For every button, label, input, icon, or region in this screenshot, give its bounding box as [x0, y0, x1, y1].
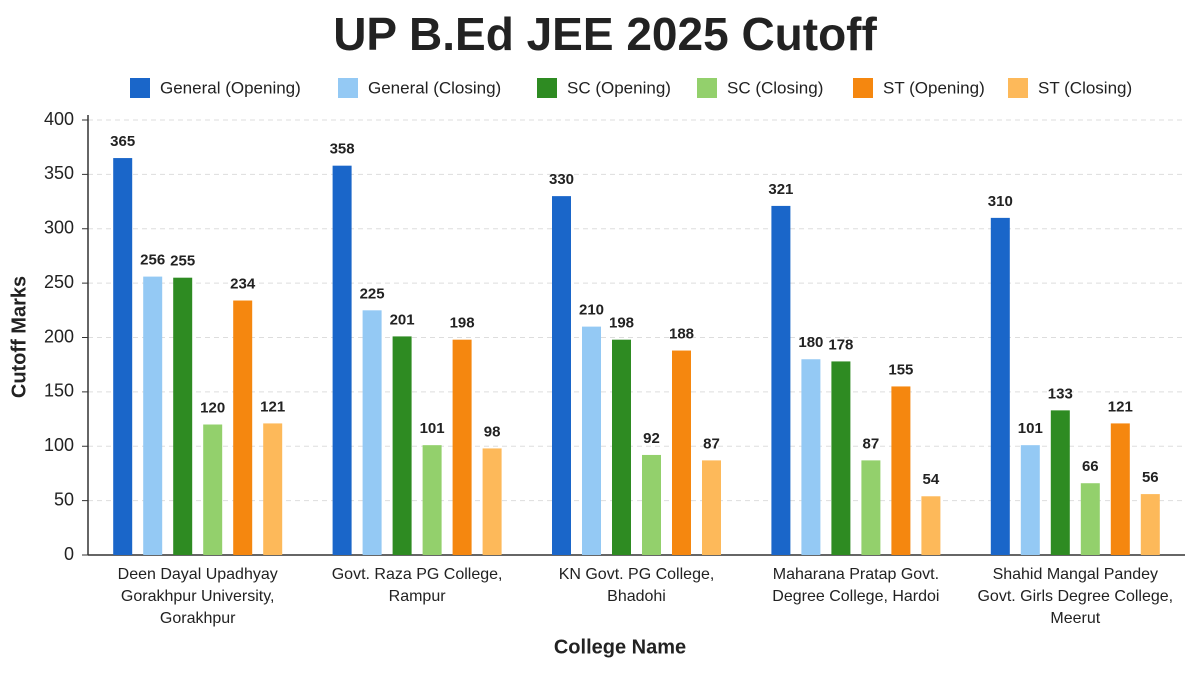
- bar: [990, 217, 1010, 555]
- value-label: 310: [988, 193, 1013, 210]
- legend-swatch: [537, 78, 557, 98]
- bar: [203, 424, 223, 555]
- value-label: 121: [1108, 398, 1133, 415]
- bar: [552, 196, 571, 555]
- bar: [921, 496, 941, 555]
- value-label: 87: [863, 435, 880, 452]
- value-label: 98: [484, 423, 501, 440]
- bar: [422, 445, 442, 555]
- bar: [452, 339, 472, 555]
- x-tick-label: Deen Dayal Upadhyay Gorakhpur University…: [117, 566, 278, 627]
- legend-swatch: [853, 78, 873, 98]
- y-tick-label: 0: [64, 544, 74, 564]
- value-label: 101: [1018, 420, 1043, 437]
- legend-label: General (Closing): [368, 78, 501, 97]
- y-tick-label: 200: [44, 326, 74, 346]
- value-label: 225: [360, 285, 385, 302]
- y-tick-label: 250: [44, 272, 74, 292]
- value-label: 121: [260, 398, 285, 415]
- legend-label: ST (Opening): [883, 78, 985, 97]
- bar: [233, 300, 253, 555]
- value-label: 365: [110, 133, 135, 150]
- value-label: 234: [230, 275, 256, 292]
- value-label: 210: [579, 302, 604, 319]
- x-axis-label: College Name: [554, 636, 686, 658]
- bar: [1050, 410, 1070, 555]
- value-label: 358: [330, 141, 355, 158]
- bar: [173, 277, 193, 555]
- bar: [771, 205, 791, 555]
- bar: [801, 359, 821, 555]
- value-label: 180: [798, 334, 823, 351]
- value-label: 201: [390, 311, 415, 328]
- y-tick-label: 400: [44, 109, 74, 129]
- bar: [362, 310, 382, 555]
- bar: [612, 339, 631, 555]
- value-label: 198: [609, 315, 634, 332]
- value-label: 101: [420, 420, 445, 437]
- value-label: 255: [170, 253, 195, 270]
- bar: [1080, 483, 1100, 555]
- value-label: 87: [703, 435, 720, 452]
- legend-label: ST (Closing): [1038, 78, 1132, 97]
- value-label: 178: [828, 336, 853, 353]
- value-label: 321: [768, 181, 793, 198]
- legend-label: SC (Closing): [727, 78, 823, 97]
- y-tick-label: 150: [44, 381, 74, 401]
- value-label: 54: [923, 471, 940, 488]
- bar: [332, 165, 352, 556]
- bar: [113, 158, 133, 555]
- value-label: 155: [888, 361, 913, 378]
- bar: [143, 276, 163, 555]
- value-label: 56: [1142, 469, 1159, 486]
- y-tick-label: 350: [44, 163, 74, 183]
- value-label: 330: [549, 171, 574, 188]
- bar: [1140, 494, 1160, 555]
- bar: [1110, 423, 1130, 555]
- legend-swatch: [1008, 78, 1028, 98]
- bar: [702, 460, 721, 555]
- value-label: 188: [669, 326, 694, 343]
- bar: [482, 448, 502, 555]
- value-label: 133: [1048, 385, 1073, 402]
- legend-label: SC (Opening): [567, 78, 671, 97]
- y-tick-label: 100: [44, 435, 74, 455]
- y-tick-label: 50: [54, 489, 74, 509]
- bar: [392, 336, 412, 555]
- x-tick-label: Shahid Mangal Pandey Govt. Girls Degree …: [977, 566, 1174, 627]
- value-label: 256: [140, 252, 165, 269]
- legend-swatch: [697, 78, 717, 98]
- legend-swatch: [338, 78, 358, 98]
- x-tick-label: Govt. Raza PG College, Rampur: [331, 566, 503, 605]
- value-label: 66: [1082, 458, 1099, 475]
- x-tick-label: Maharana Pratap Govt. Degree College, Ha…: [772, 566, 940, 605]
- legend-label: General (Opening): [160, 78, 301, 97]
- bar: [831, 361, 851, 555]
- value-label: 92: [643, 430, 660, 447]
- y-axis-label: Cutoff Marks: [8, 276, 30, 398]
- bar: [672, 350, 691, 555]
- y-tick-label: 300: [44, 218, 74, 238]
- bar: [582, 326, 601, 555]
- bar: [891, 386, 911, 555]
- bar: [1020, 445, 1040, 555]
- value-label: 198: [450, 315, 475, 332]
- x-tick-label: KN Govt. PG College, Bhadohi: [558, 566, 715, 605]
- value-label: 120: [200, 399, 225, 416]
- bar: [642, 454, 661, 555]
- bar: [861, 460, 881, 555]
- legend-swatch: [130, 78, 150, 98]
- chart-title: UP B.Ed JEE 2025 Cutoff: [333, 8, 877, 60]
- bar: [263, 423, 283, 555]
